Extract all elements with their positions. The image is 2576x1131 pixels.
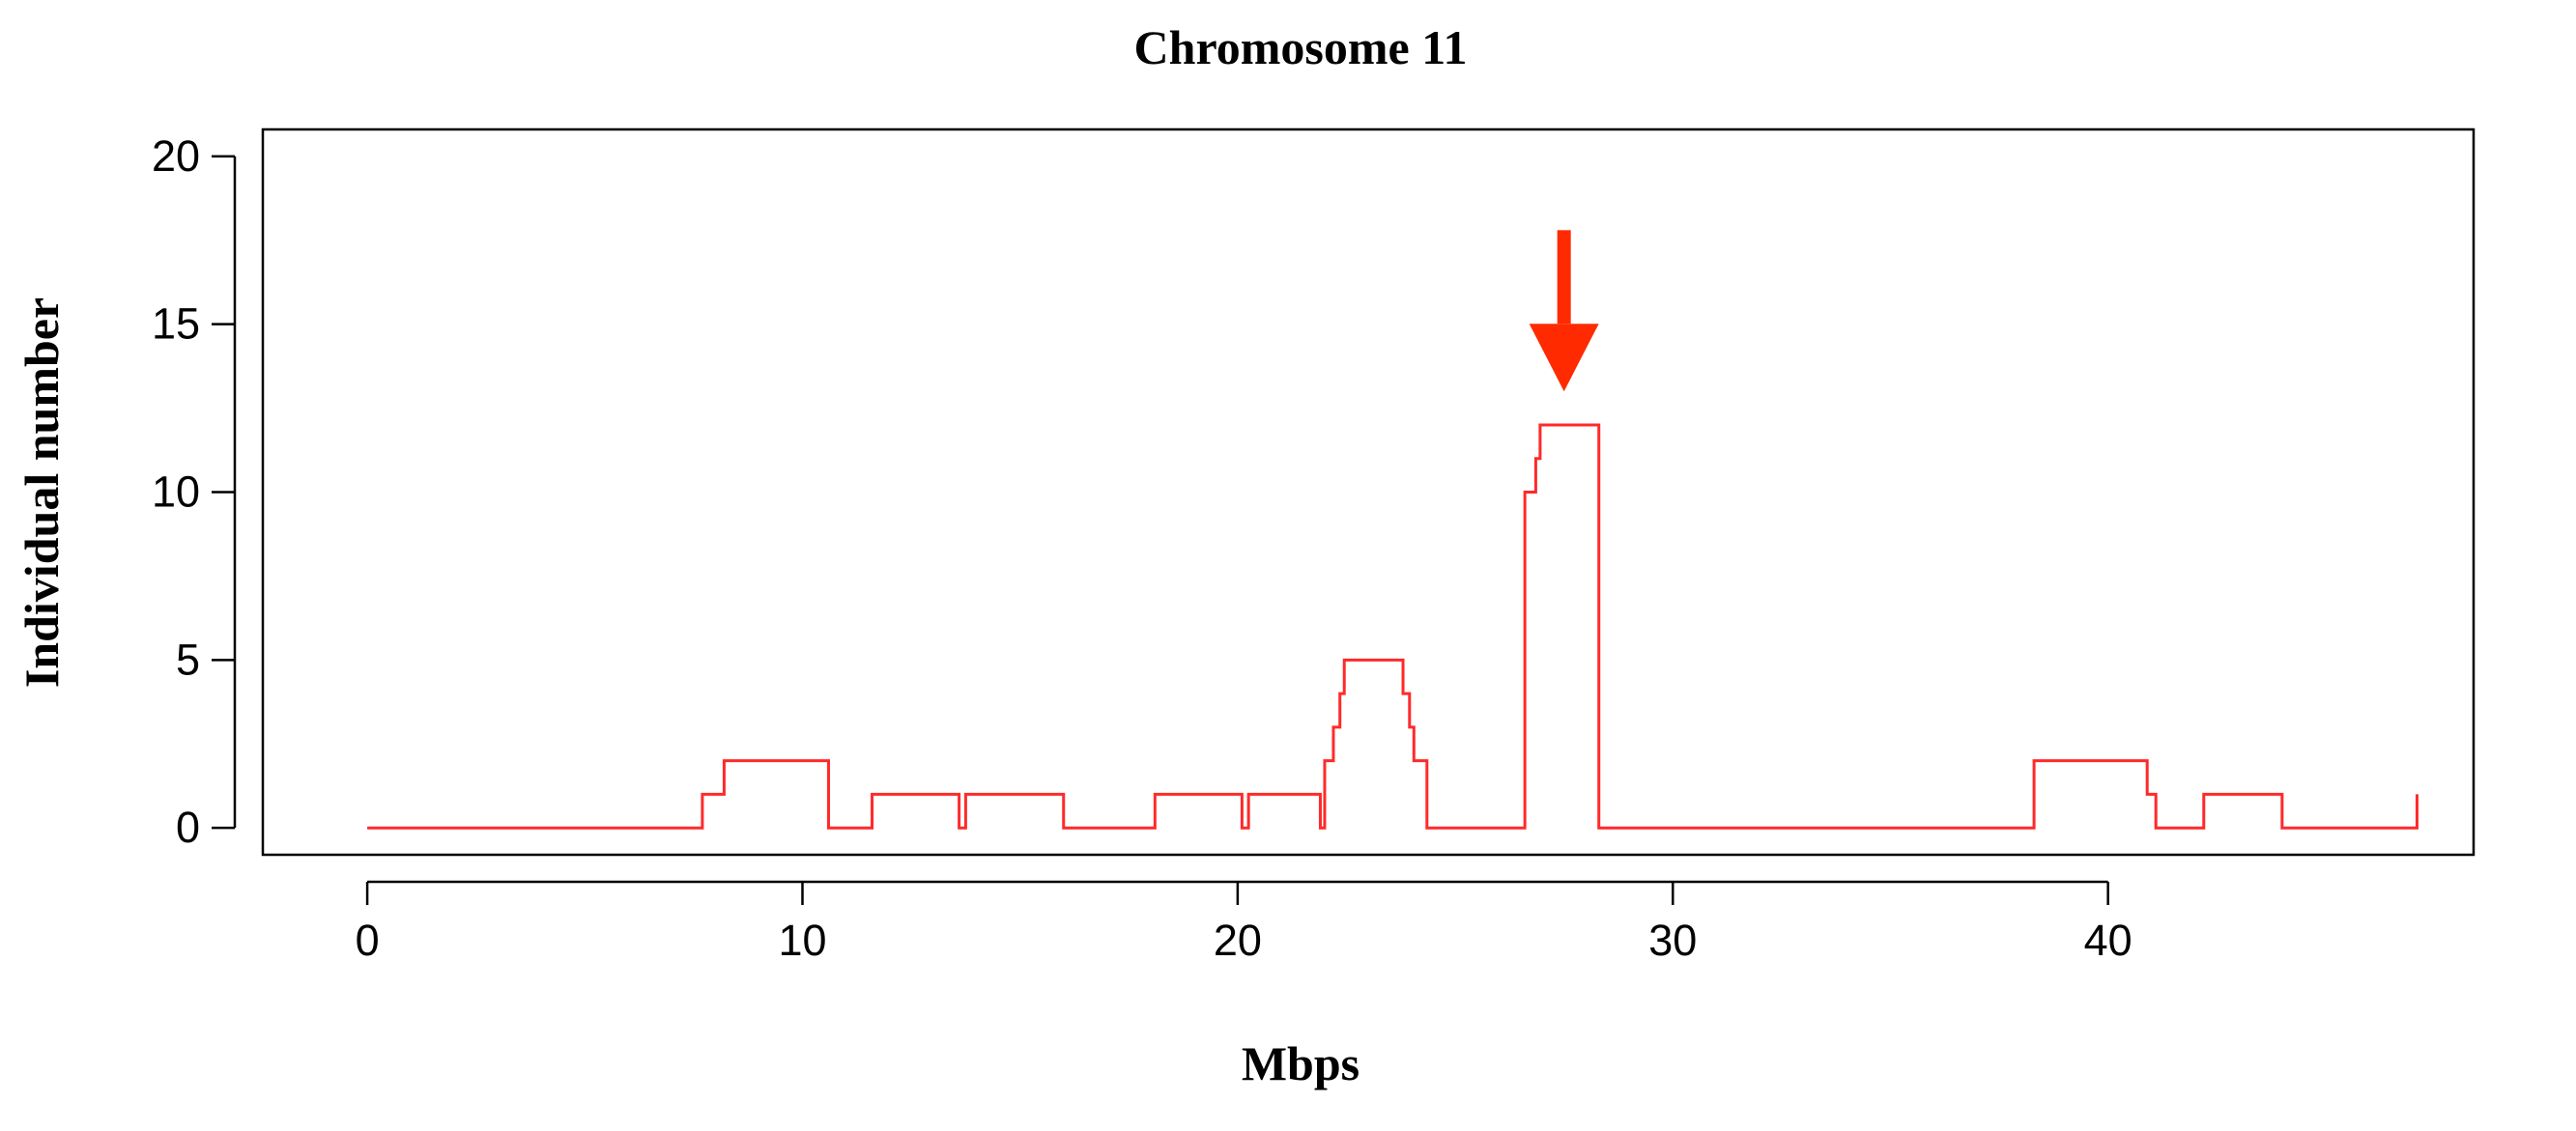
y-tick-label: 5 [176, 635, 200, 684]
x-tick-label: 30 [1648, 916, 1697, 965]
x-tick-label: 0 [356, 916, 380, 965]
y-axis-ticks: 0 5 10 15 20 [152, 131, 235, 852]
chart-title: Chromosome 11 [1134, 20, 1468, 74]
plot-area-frame [261, 127, 2476, 857]
y-axis-label: Individual number [14, 297, 69, 688]
x-tick-label: 40 [2084, 916, 2132, 965]
y-tick-label: 0 [176, 803, 200, 852]
x-tick-label: 10 [778, 916, 826, 965]
arrow-head [1529, 324, 1599, 392]
y-tick-label: 10 [152, 467, 200, 517]
x-axis-label: Mbps [1242, 1036, 1360, 1090]
x-axis-ticks: 0 10 20 30 40 [356, 882, 2132, 965]
peak-arrow-annotation [1529, 230, 1599, 392]
y-tick-label: 15 [152, 299, 200, 349]
arrow-shaft [1557, 230, 1571, 325]
x-tick-label: 20 [1214, 916, 1262, 965]
series-line-individual-number [367, 423, 2419, 830]
y-tick-label: 20 [152, 131, 200, 181]
